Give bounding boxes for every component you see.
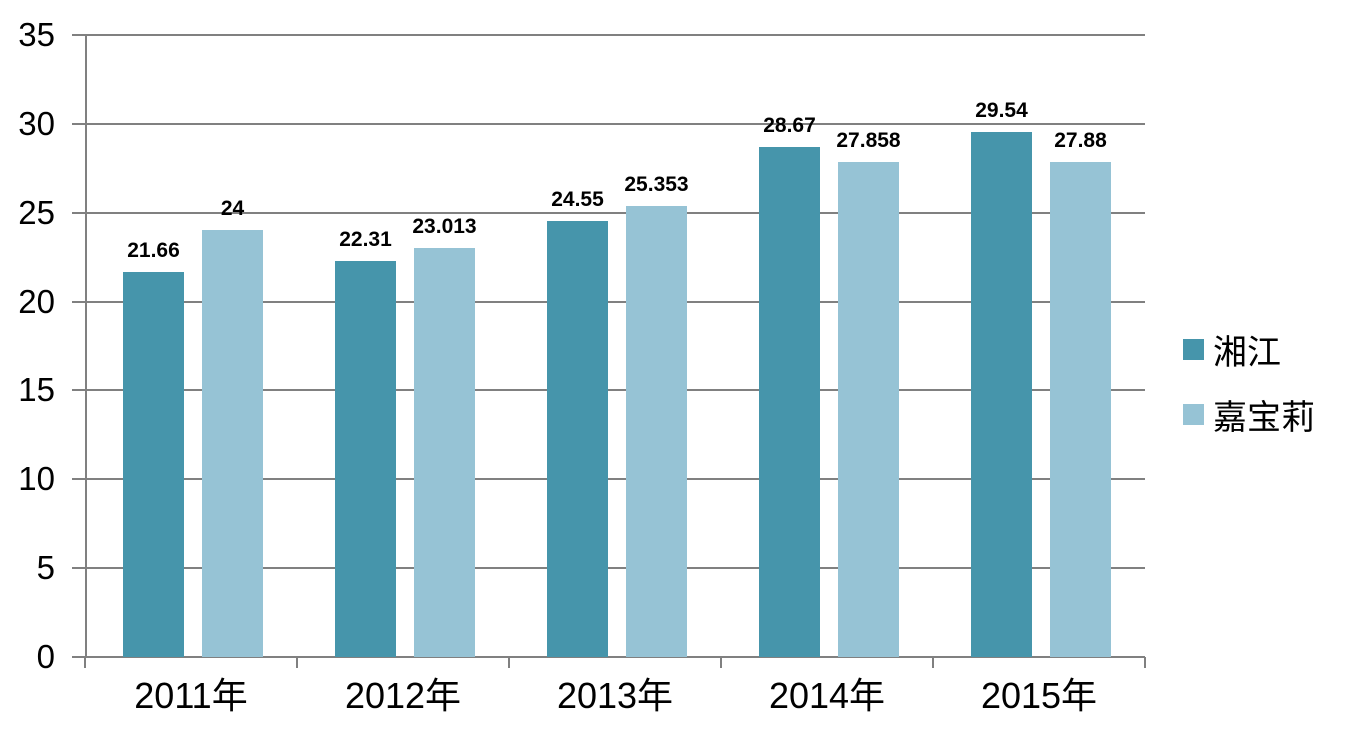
x-category-label: 2015年 [980,675,1098,716]
bar-嘉宝莉-2011年 [202,230,263,657]
bar-value-label: 27.88 [1054,129,1107,152]
bar-嘉宝莉-2015年 [1050,162,1111,657]
y-axis-tick [72,211,85,214]
bar-嘉宝莉-2014年 [838,162,899,657]
y-axis-tick [72,656,85,658]
y-tick-label: 20 [18,282,55,320]
bar-value-label: 24 [220,197,245,220]
gridline [85,478,1145,481]
x-axis-line [85,656,1145,658]
bar-湘江-2014年 [759,147,820,657]
y-axis-tick [72,300,85,303]
y-axis-tick [72,567,85,570]
x-axis-tick [1144,657,1146,668]
x-category-label: 2012年 [344,675,462,716]
legend-swatch-series2 [1183,404,1204,425]
y-tick-label: 10 [18,460,55,498]
legend-item-series1: 湘江 [1183,325,1315,374]
y-axis-tick [72,122,85,125]
legend-label-series2: 嘉宝莉 [1213,399,1315,437]
gridline [85,300,1145,303]
x-axis-tick [508,657,510,668]
x-category-label: 2014年 [768,675,886,716]
y-axis-tick [72,34,85,36]
x-axis-tick [720,657,722,668]
bar-嘉宝莉-2012年 [414,248,475,657]
x-axis-tick [932,657,934,668]
bar-value-label: 29.54 [975,99,1028,122]
bar-湘江-2012年 [335,261,396,657]
y-tick-label: 0 [36,638,55,675]
x-axis-tick [296,657,298,668]
bar-value-label: 24.55 [551,188,604,211]
y-tick-label: 15 [18,371,55,409]
gridline [85,122,1145,125]
bar-value-label: 27.858 [836,129,901,152]
x-category-label: 2013年 [556,675,674,716]
bar-湘江-2015年 [971,132,1032,657]
gridline [85,389,1145,392]
x-axis-tick [84,657,86,668]
y-tick-label: 5 [36,549,55,587]
y-tick-label: 35 [18,16,55,53]
y-axis-tick [72,478,85,481]
y-axis-tick [72,389,85,392]
gridline [85,211,1145,214]
bar-value-label: 25.353 [624,173,689,196]
bar-value-label: 22.31 [339,228,392,251]
y-tick-label: 25 [18,193,55,231]
legend-label-series1: 湘江 [1213,334,1281,372]
bar-湘江-2011年 [123,272,184,657]
gridline [85,567,1145,570]
legend-swatch-series1 [1183,339,1204,360]
y-axis-line [85,35,87,657]
bar-value-label: 21.66 [127,239,180,262]
bar-value-label: 28.67 [763,114,816,137]
legend-item-series2: 嘉宝莉 [1183,390,1315,439]
gridline [85,34,1145,36]
legend: 湘江 嘉宝莉 [1183,325,1315,439]
bar-湘江-2013年 [547,221,608,657]
bar-value-label: 23.013 [412,215,477,238]
y-tick-label: 30 [18,104,55,142]
bar-嘉宝莉-2013年 [626,206,687,657]
x-category-label: 2011年 [134,675,248,716]
